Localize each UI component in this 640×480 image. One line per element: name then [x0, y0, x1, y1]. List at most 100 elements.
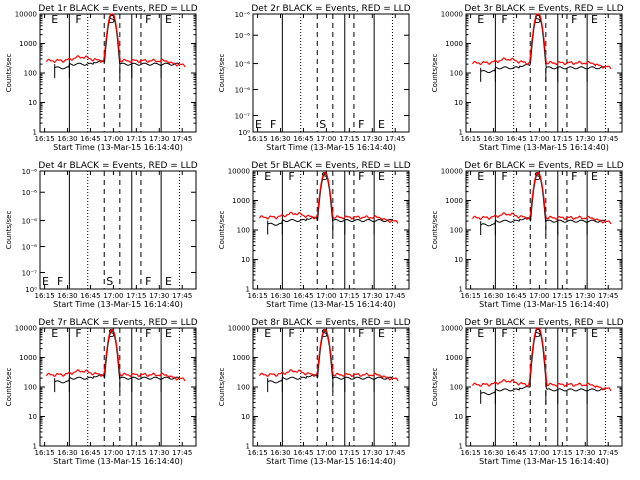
segment-label: F: [270, 118, 276, 131]
segment-label: F: [358, 170, 364, 183]
segment-label: E: [378, 170, 385, 183]
y-tick-label: 1000: [445, 354, 463, 362]
x-tick-label: 16:30: [483, 292, 503, 300]
x-axis-label: Start Time (13-Mar-15 16:14:40): [479, 457, 609, 466]
segment-label: F: [501, 13, 507, 26]
y-tick-label: 10000: [228, 325, 250, 333]
segment-label: S: [534, 327, 541, 340]
x-tick-label: 16:15: [247, 449, 267, 457]
segment-label: S: [534, 13, 541, 26]
y-tick-label: 10⁻⁶: [22, 168, 38, 176]
y-tick-label: 1: [33, 129, 37, 137]
y-tick-label: 1000: [232, 197, 250, 205]
segment-label: S: [108, 13, 115, 26]
segment-label: E: [477, 13, 484, 26]
x-tick-label: 16:45: [80, 449, 100, 457]
segment-label: F: [358, 118, 364, 131]
segment-label: S: [321, 170, 328, 183]
y-axis-label: Counts/sec: [431, 211, 439, 250]
x-tick-label: 17:00: [316, 135, 336, 143]
x-tick-label: 17:30: [575, 449, 595, 457]
series-lld-line: [45, 328, 186, 382]
y-tick-label: 10000: [441, 168, 463, 176]
y-axis-label: Counts/sec: [218, 211, 226, 250]
segment-label: F: [57, 275, 63, 288]
y-tick-label: 100: [237, 227, 250, 235]
x-tick-label: 17:15: [339, 449, 359, 457]
x-tick-label: 17:00: [316, 449, 336, 457]
x-tick-label: 17:00: [529, 135, 549, 143]
x-axis-label: Start Time (13-Mar-15 16:14:40): [266, 300, 396, 309]
y-tick-label: 1: [459, 443, 463, 451]
x-tick-label: 16:30: [57, 135, 77, 143]
segment-label: F: [571, 327, 577, 340]
segment-label: E: [255, 118, 262, 131]
x-tick-label: 16:30: [483, 135, 503, 143]
x-tick-label: 17:00: [103, 135, 123, 143]
plot-frame: [252, 327, 410, 447]
panel-title: Det 4r BLACK = Events, RED = LLD: [38, 161, 197, 171]
segment-label: E: [477, 327, 484, 340]
panel-title: Det 8r BLACK = Events, RED = LLD: [251, 318, 410, 328]
panel-title: Det 9r BLACK = Events, RED = LLD: [464, 318, 623, 328]
x-tick-label: 17:15: [126, 449, 146, 457]
x-tick-label: 17:30: [362, 449, 382, 457]
y-tick-label: 10: [241, 413, 250, 421]
x-axis-label: Start Time (13-Mar-15 16:14:40): [53, 457, 183, 466]
y-tick-label: 10: [241, 256, 250, 264]
x-tick-label: 16:45: [506, 292, 526, 300]
y-tick-label: 10000: [441, 11, 463, 19]
series-lld-line: [45, 13, 186, 68]
x-tick-label: 17:30: [149, 292, 169, 300]
series-lld-line: [471, 13, 612, 70]
y-tick-label: 10⁻⁶: [235, 32, 251, 40]
y-tick-label: 10: [454, 99, 463, 107]
segment-label: F: [145, 327, 151, 340]
x-tick-label: 17:45: [598, 135, 618, 143]
y-tick-label: 1000: [19, 354, 37, 362]
x-tick-label: 17:45: [598, 449, 618, 457]
y-tick-label: 10: [454, 413, 463, 421]
plot-frame: [465, 170, 623, 290]
panel-det-3: Det 3r BLACK = Events, RED = LLD 16:15 16:…: [431, 4, 624, 152]
x-axis-label: Start Time (13-Mar-15 16:14:40): [266, 143, 396, 152]
x-tick-label: 16:15: [460, 135, 480, 143]
plot-frame: [39, 327, 197, 447]
segment-label: F: [501, 327, 507, 340]
x-tick-label: 16:30: [57, 292, 77, 300]
panel-title: Det 6r BLACK = Events, RED = LLD: [464, 161, 623, 171]
y-tick-label: 1: [459, 286, 463, 294]
x-tick-label: 17:00: [529, 292, 549, 300]
y-tick-label: 100: [450, 227, 463, 235]
segment-label: F: [501, 170, 507, 183]
segment-label: F: [75, 13, 81, 26]
x-tick-label: 16:15: [34, 449, 54, 457]
x-axis-label: Start Time (13-Mar-15 16:14:40): [53, 300, 183, 309]
x-tick-label: 16:45: [293, 135, 313, 143]
y-tick-label: 100: [450, 70, 463, 78]
y-axis-label: Counts/sec: [431, 54, 439, 93]
y-axis-label: Counts/sec: [218, 54, 226, 93]
x-tick-label: 16:45: [293, 292, 313, 300]
y-tick-label: 10: [28, 99, 37, 107]
series-lld-line: [471, 171, 612, 225]
x-tick-label: 17:15: [552, 292, 572, 300]
panel-title: Det 3r BLACK = Events, RED = LLD: [464, 4, 623, 14]
y-tick-label: 10⁻⁷: [235, 112, 251, 120]
y-axis-label: Counts/sec: [431, 368, 439, 407]
y-tick-label: 100: [24, 384, 37, 392]
segment-label: E: [51, 13, 58, 26]
y-tick-label: 10000: [441, 325, 463, 333]
segment-label: S: [534, 170, 541, 183]
series-lld-line: [471, 327, 612, 392]
x-tick-label: 17:15: [552, 449, 572, 457]
x-tick-label: 17:30: [575, 292, 595, 300]
x-tick-label: 17:45: [172, 135, 192, 143]
segment-label: F: [288, 170, 294, 183]
x-tick-label: 16:15: [460, 449, 480, 457]
y-tick-label: 1: [246, 286, 250, 294]
